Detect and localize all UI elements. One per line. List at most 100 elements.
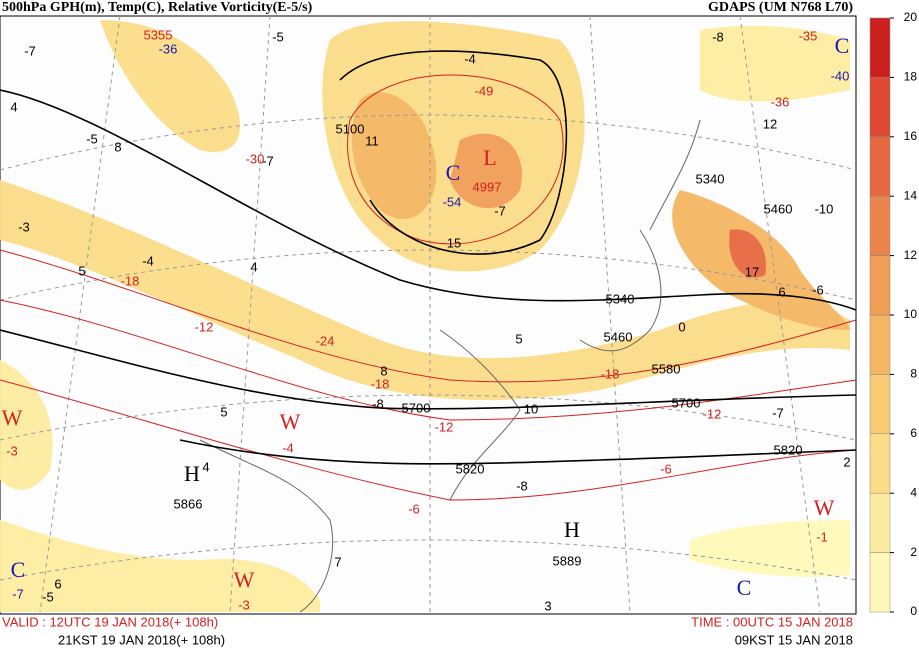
colorbar-swatch (869, 374, 891, 435)
contour-label: -3 (6, 443, 18, 458)
vorticity-shading (0, 20, 850, 612)
contour-label: 5340 (606, 291, 635, 306)
contour-label: 8 (114, 139, 121, 154)
height-contours (0, 50, 857, 465)
contour-label: -7 (12, 586, 24, 601)
contour-label: 5700 (672, 395, 701, 410)
pressure-system-label: C (446, 160, 461, 185)
time-kst: 09KST 15 JAN 2018 (735, 632, 853, 647)
colorbar-swatch (869, 17, 891, 78)
colorbar-swatch (869, 77, 891, 138)
contour-label: 15 (447, 235, 461, 250)
contour-label: 4997 (473, 179, 502, 194)
pressure-system-label: W (814, 495, 835, 520)
colorbar-swatch (869, 552, 891, 613)
contour-label: 5355 (144, 27, 173, 42)
contour-label: 5460 (604, 329, 633, 344)
contour-label: 11 (365, 133, 379, 148)
contour-label: 5889 (553, 553, 582, 568)
contour-label: 5 (78, 263, 85, 278)
contour-label: -18 (121, 273, 140, 288)
pressure-system-label: H (184, 461, 200, 486)
colorbar-tick-label: 16 (904, 129, 918, 143)
contour-label: 0 (678, 319, 685, 334)
contour-label: -6 (812, 282, 824, 297)
contour-label: -24 (316, 333, 335, 348)
contour-label: 3 (544, 598, 551, 613)
contour-label: 5460 (764, 201, 793, 216)
contour-label: -5 (86, 131, 98, 146)
contour-label: -18 (601, 366, 620, 381)
pressure-system-label: L (483, 145, 496, 170)
contour-label: -18 (371, 376, 390, 391)
contour-label: 4 (10, 99, 17, 114)
contour-label: 5866 (174, 496, 203, 511)
contour-label: -12 (703, 406, 722, 421)
valid-utc: VALID : 12UTC 19 JAN 2018(+ 108h) (2, 614, 218, 629)
colorbar-tick-label: 14 (904, 188, 918, 202)
colorbar-swatch (869, 492, 891, 553)
contour-label: -12 (195, 319, 214, 334)
colorbar-tick-label: 8 (910, 367, 917, 381)
contour-label: 5340 (696, 171, 725, 186)
contour-label: 7 (334, 554, 341, 569)
contour-label: 4 (250, 259, 257, 274)
contour-label: -36 (771, 94, 790, 109)
contour-label: -7 (24, 43, 36, 58)
contour-label: 2 (843, 454, 850, 469)
contour-label: -4 (142, 253, 154, 268)
contour-label: 6 (54, 576, 61, 591)
colorbar-tick-label: 18 (904, 70, 918, 84)
contour-label: 4 (202, 459, 209, 474)
contour-label: -8 (372, 396, 384, 411)
contour-label: -49 (475, 83, 494, 98)
contour-label: -8 (712, 29, 724, 44)
contour-label: -40 (831, 68, 850, 83)
model-name: GDAPS (UM N768 L70) (708, 0, 853, 15)
contour-label: 10 (524, 401, 538, 416)
colorbar-tick-label: 12 (904, 248, 918, 262)
pressure-system-label: C (835, 33, 850, 58)
colorbar-tick-label: 0 (910, 604, 917, 618)
pressure-system-label: H (564, 517, 580, 542)
contour-label: -7 (772, 405, 784, 420)
contour-label: -4 (464, 51, 476, 66)
contour-label: 5820 (456, 461, 485, 476)
contour-label: -7 (494, 203, 506, 218)
colorbar-tick-label: 2 (910, 545, 917, 559)
colorbar-swatch (869, 433, 891, 494)
contour-label: -30 (246, 151, 265, 166)
contour-label: 17 (745, 264, 759, 279)
contour-label: -6 (408, 501, 420, 516)
colorbar-tick-label: 20 (904, 10, 918, 24)
colorbar-swatch (869, 255, 891, 316)
colorbar-tick-label: 10 (904, 307, 918, 321)
time-utc: TIME : 00UTC 15 JAN 2018 (691, 614, 853, 629)
contour-label: -4 (282, 440, 294, 455)
contour-label: 5820 (774, 442, 803, 457)
contour-label: -10 (815, 201, 834, 216)
contour-label: -5 (272, 29, 284, 44)
contour-label: 5580 (652, 361, 681, 376)
contour-label: -54 (443, 194, 462, 209)
colorbar: 0 2 4 6 8 10 12 14 16 18 20 (869, 10, 918, 618)
contour-label: 5100 (336, 121, 365, 136)
pressure-system-label: W (234, 567, 255, 592)
pressure-system-label: C (737, 575, 752, 600)
contour-label: -1 (816, 529, 828, 544)
contour-label: -3 (18, 219, 30, 234)
contour-label: 5700 (402, 400, 431, 415)
colorbar-tick-label: 6 (910, 426, 917, 440)
contour-label: -12 (435, 419, 454, 434)
valid-kst: 21KST 19 JAN 2018(+ 108h) (58, 632, 225, 647)
contour-label: -6 (660, 461, 672, 476)
coastlines (199, 119, 701, 613)
contour-label: 8 (380, 363, 387, 378)
colorbar-tick-label: 4 (910, 485, 917, 499)
contour-label: 12 (763, 116, 777, 131)
pressure-system-label: W (280, 409, 301, 434)
contour-label: 5 (220, 404, 227, 419)
contour-label: 5 (515, 331, 522, 346)
